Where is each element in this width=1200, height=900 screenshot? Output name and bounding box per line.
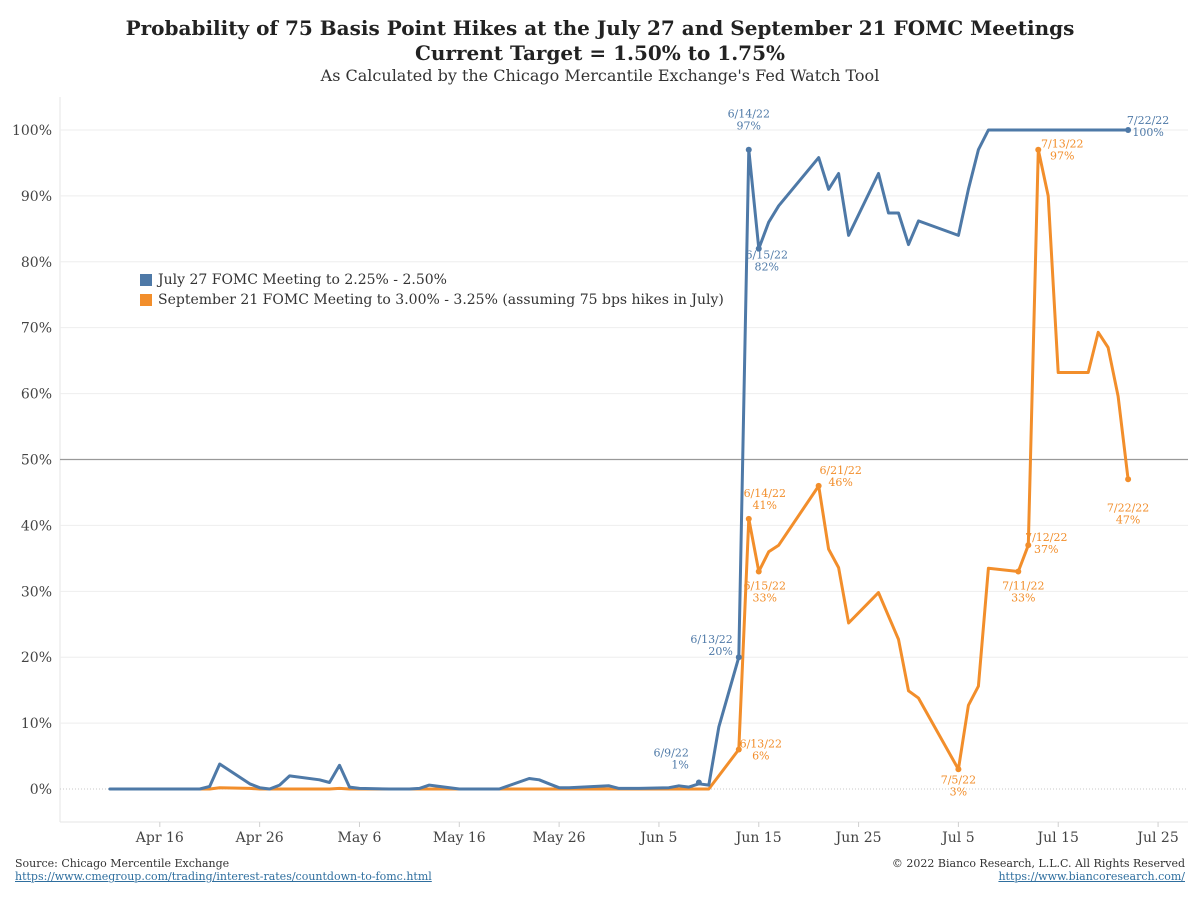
series-line-sept [198, 148, 1130, 791]
annotation-marker [1035, 146, 1042, 153]
x-tick-label: Jun 25 [834, 830, 882, 846]
legend-swatch-sept [140, 294, 152, 306]
y-tick-label: 60% [21, 387, 52, 403]
annotation-marker [745, 146, 752, 153]
annotation-value-label: 1% [671, 758, 688, 771]
y-tick-label: 100% [12, 123, 52, 139]
annotation-value-label: 82% [755, 261, 779, 274]
annotation-marker [955, 766, 962, 773]
copyright-text: © 2022 Bianco Research, L.L.C. All Right… [891, 857, 1185, 870]
annotation-marker [735, 654, 742, 661]
legend-label-july: July 27 FOMC Meeting to 2.25% - 2.50% [158, 272, 447, 288]
annotation-marker [1015, 568, 1022, 575]
annotation-date-label: 7/22/22 [1107, 501, 1149, 514]
y-tick-label: 0% [30, 782, 52, 798]
y-tick-label: 70% [21, 321, 52, 337]
annotation-value-label: 20% [708, 645, 732, 658]
legend-swatch-july [140, 274, 152, 286]
annotation-date-label: 7/22/22 [1127, 114, 1169, 127]
annotation-value-label: 47% [1116, 513, 1140, 526]
footer-source: Source: Chicago Mercentile Exchange http… [15, 857, 432, 883]
annotation-marker [1025, 542, 1032, 549]
annotation-value-label: 100% [1132, 126, 1163, 139]
annotation-marker [755, 568, 762, 575]
annotation-value-label: 97% [737, 120, 761, 133]
annotation-date-label: 6/14/22 [728, 108, 770, 121]
y-tick-label: 80% [21, 255, 52, 271]
annotation-value-label: 33% [753, 592, 777, 605]
x-tick-label: Jul 15 [1036, 830, 1079, 846]
annotation-date-label: 6/15/22 [744, 580, 786, 593]
legend-label-sept: September 21 FOMC Meeting to 3.00% - 3.2… [158, 292, 724, 308]
annotation-marker [1125, 476, 1132, 483]
y-tick-label: 20% [21, 650, 52, 666]
chart-title: Probability of 75 Basis Point Hikes at t… [125, 16, 1075, 40]
y-tick-label: 30% [21, 584, 52, 600]
annotation-marker [755, 245, 762, 252]
annotation-date-label: 6/14/22 [744, 487, 786, 500]
annotation-value-label: 46% [828, 476, 852, 489]
annotation-value-label: 41% [753, 499, 777, 512]
source-link[interactable]: https://www.cmegroup.com/trading/interes… [15, 870, 432, 883]
x-tick-label: May 16 [433, 830, 486, 846]
y-tick-label: 10% [21, 716, 52, 732]
legend-item-july: July 27 FOMC Meeting to 2.25% - 2.50% [140, 270, 724, 290]
x-tick-label: Jun 5 [638, 830, 677, 846]
footer-copyright: © 2022 Bianco Research, L.L.C. All Right… [892, 857, 1185, 883]
chart-legend: July 27 FOMC Meeting to 2.25% - 2.50% Se… [140, 270, 724, 310]
annotation-date-label: 6/21/22 [819, 464, 861, 477]
x-tick-label: Jul 5 [940, 830, 974, 846]
y-tick-label: 90% [21, 189, 52, 205]
annotation-marker [735, 746, 742, 753]
annotation-marker [815, 482, 822, 489]
annotation-date-label: 7/5/22 [941, 773, 976, 786]
annotation-date-label: 7/12/22 [1025, 531, 1067, 544]
annotation-date-label: 6/13/22 [690, 633, 732, 646]
annotation-value-label: 97% [1050, 150, 1074, 163]
annotation-date-label: 6/9/22 [653, 746, 688, 759]
annotation-value-label: 6% [752, 750, 769, 763]
annotation-value-label: 3% [950, 785, 967, 798]
annotation-marker [745, 515, 752, 522]
series-line-july [108, 128, 1130, 791]
chart-subtitle: Current Target = 1.50% to 1.75% [414, 41, 786, 65]
x-tick-label: Apr 26 [235, 830, 284, 846]
annotation-value-label: 37% [1034, 543, 1058, 556]
x-tick-label: Jun 15 [734, 830, 782, 846]
x-tick-label: May 26 [533, 830, 586, 846]
y-tick-label: 50% [21, 453, 52, 469]
x-tick-label: Apr 16 [135, 830, 184, 846]
x-tick-label: May 6 [337, 830, 381, 846]
annotation-value-label: 33% [1011, 592, 1035, 605]
annotation-date-label: 7/11/22 [1002, 580, 1044, 593]
site-link[interactable]: https://www.biancoresearch.com/ [998, 870, 1185, 883]
annotation-date-label: 7/13/22 [1041, 138, 1083, 151]
legend-item-sept: September 21 FOMC Meeting to 3.00% - 3.2… [140, 290, 724, 310]
annotation-marker [1125, 126, 1132, 133]
x-tick-label: Jul 25 [1135, 830, 1178, 846]
y-tick-label: 40% [21, 518, 52, 534]
source-text: Source: Chicago Mercentile Exchange [15, 857, 230, 870]
annotation-marker [695, 779, 702, 786]
annotation-date-label: 6/15/22 [746, 249, 788, 262]
chart-subtitle-2: As Calculated by the Chicago Mercantile … [320, 66, 880, 85]
annotation-date-label: 6/13/22 [740, 738, 782, 751]
